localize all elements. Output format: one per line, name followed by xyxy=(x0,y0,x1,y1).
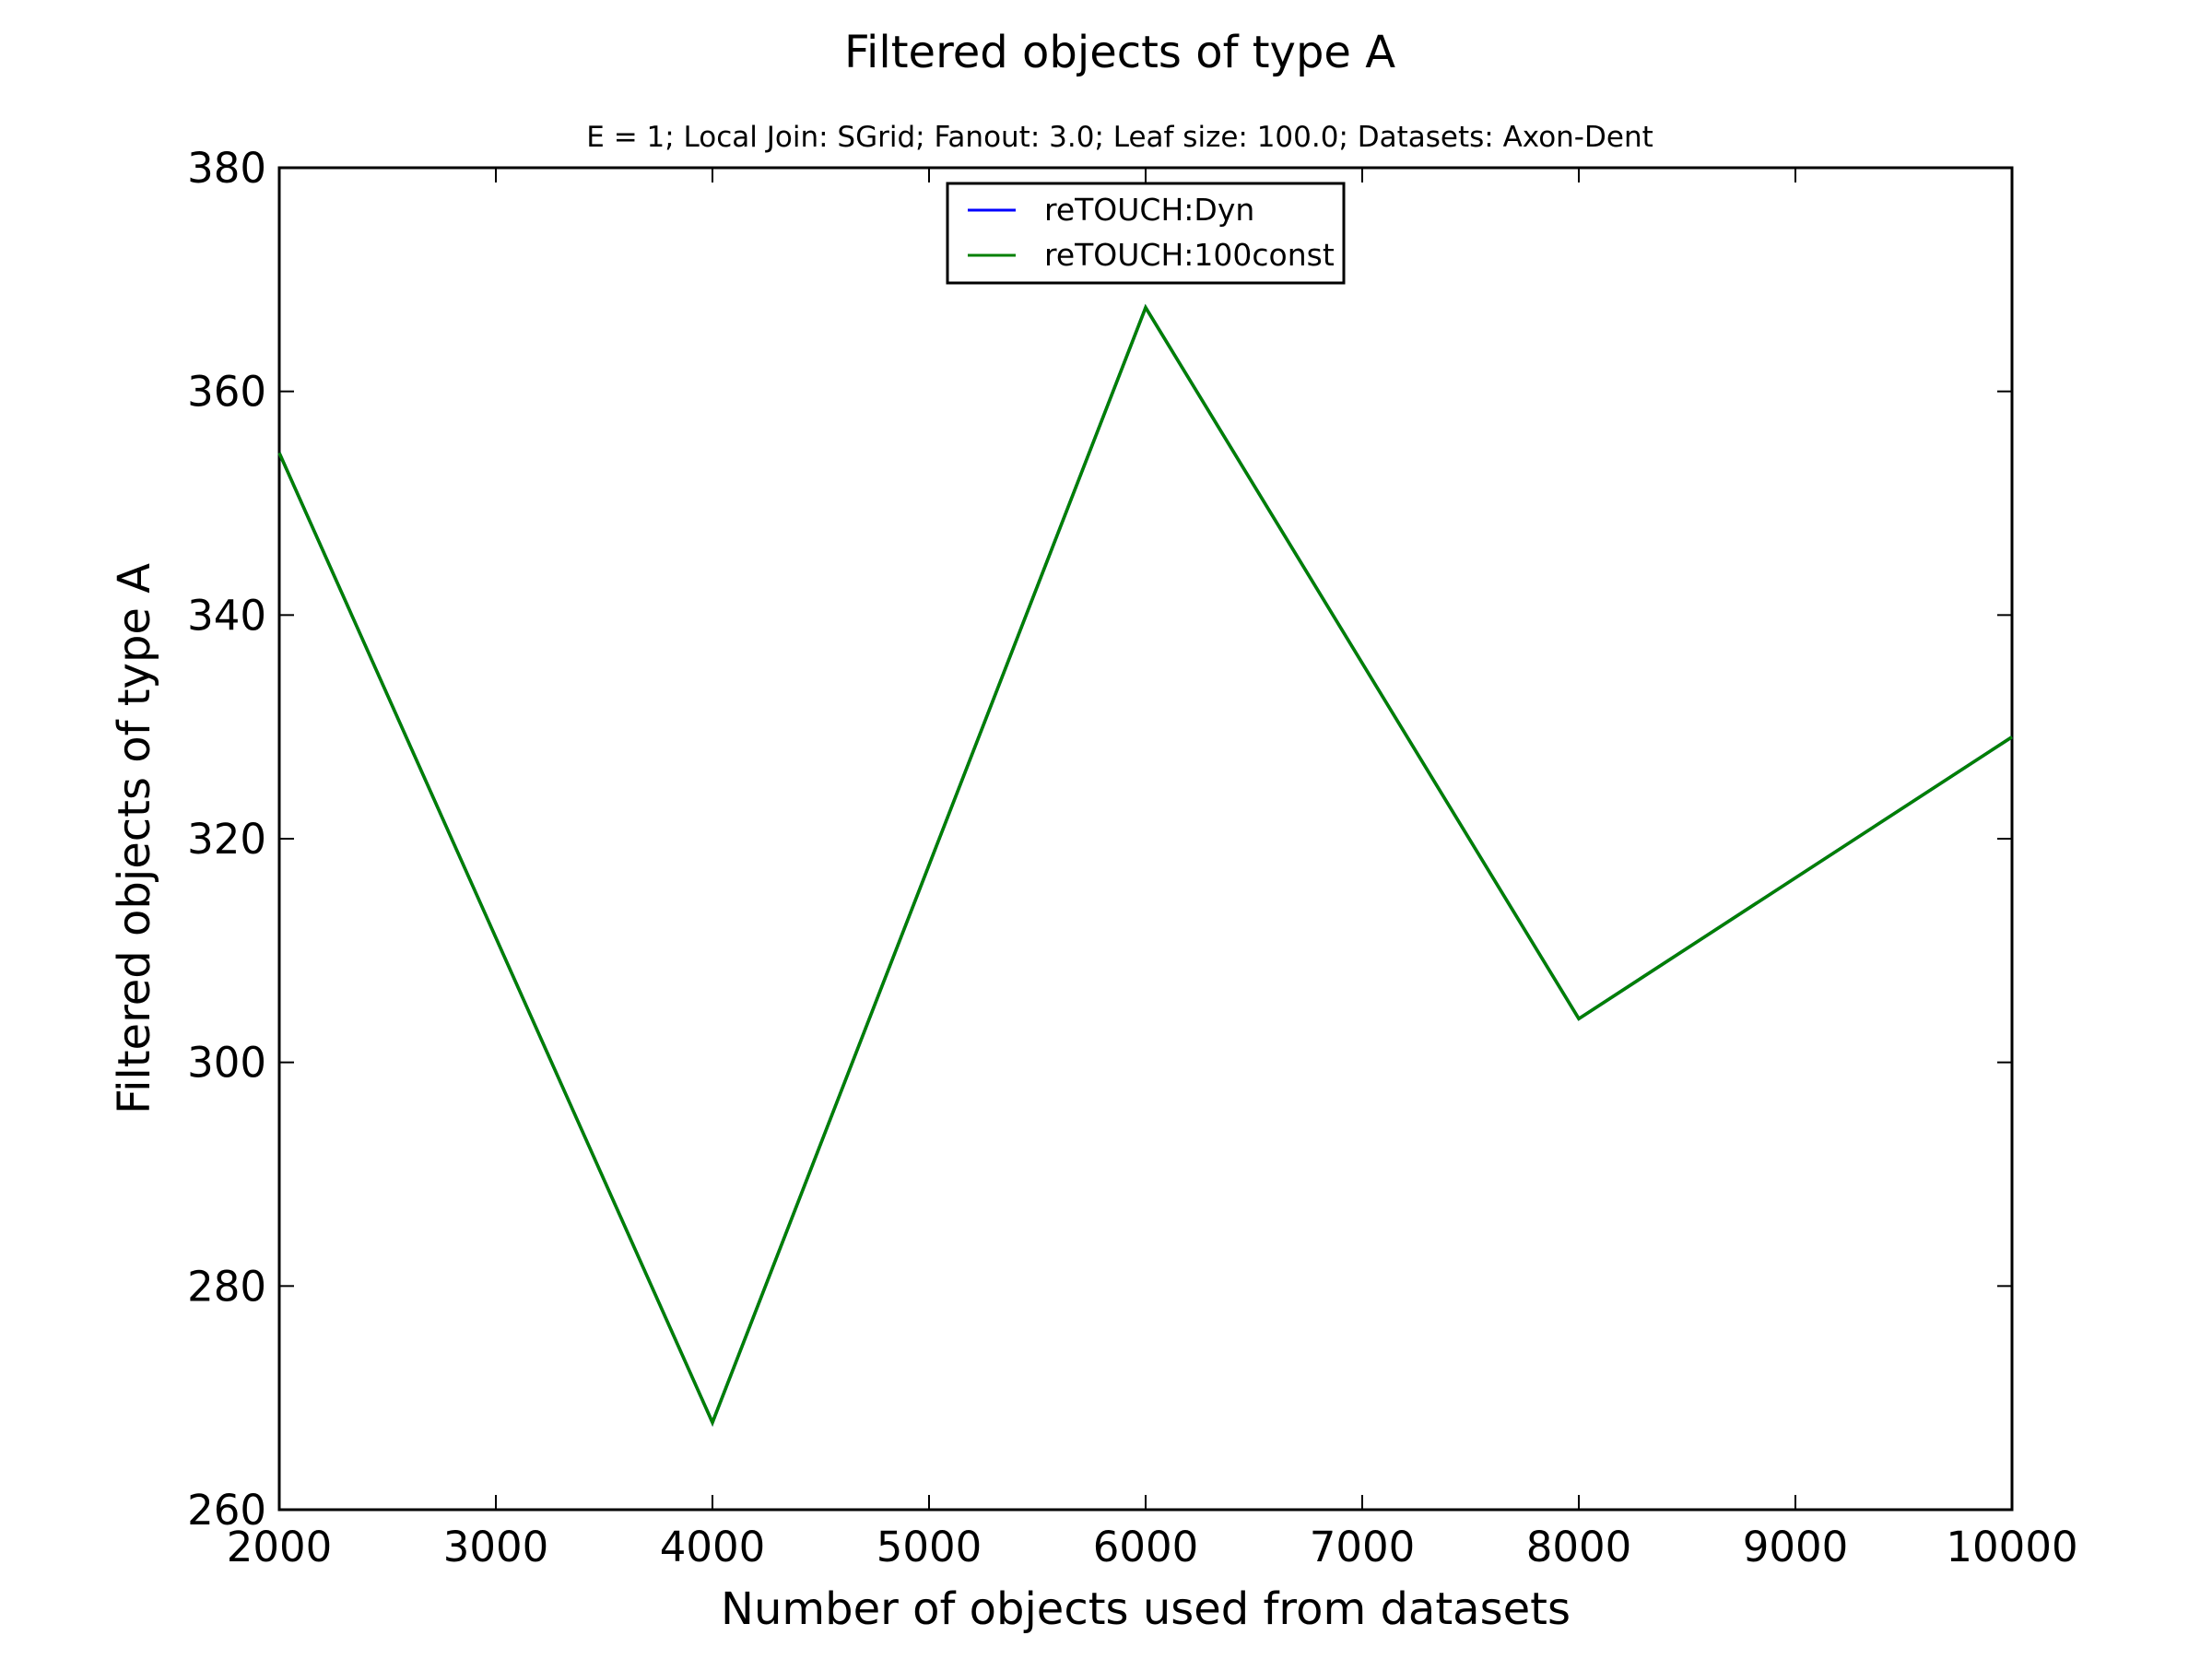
series-line-retouch-100const xyxy=(277,303,2013,1427)
y-tick-label: 260 xyxy=(187,1486,266,1535)
y-tick-label: 360 xyxy=(187,368,266,417)
y-tick-label: 340 xyxy=(187,591,266,640)
legend-frame xyxy=(946,182,1346,285)
y-tick-label: 320 xyxy=(187,815,266,864)
x-tick-label: 7000 xyxy=(1310,1523,1416,1571)
y-tick-label: 380 xyxy=(187,144,266,193)
x-tick-label: 6000 xyxy=(1093,1523,1199,1571)
legend-label-100const: reTOUCH:100const xyxy=(1044,237,1335,273)
legend: reTOUCH:Dyn reTOUCH:100const xyxy=(946,182,1346,285)
chart-title: Filtered objects of type A xyxy=(844,27,1395,78)
x-tick-label: 3000 xyxy=(443,1523,549,1571)
legend-label-dyn: reTOUCH:Dyn xyxy=(1044,192,1254,228)
y-axis-label: Filtered objects of type A xyxy=(109,563,160,1114)
x-tick-label: 4000 xyxy=(660,1523,766,1571)
x-tick-label: 10000 xyxy=(1946,1523,2077,1571)
y-tick-label: 300 xyxy=(187,1039,266,1088)
series-line-retouch-dyn xyxy=(277,303,2013,1427)
x-tick-label: 8000 xyxy=(1526,1523,1632,1571)
x-axis-label: Number of objects used from datasets xyxy=(721,1583,1571,1635)
chart-subtitle: E = 1; Local Join: SGrid; Fanout: 3.0; L… xyxy=(586,121,1653,154)
plot-frame xyxy=(277,166,2014,1512)
x-tick-label: 2000 xyxy=(227,1523,333,1571)
x-tick-label: 5000 xyxy=(877,1523,982,1571)
x-tick-label: 9000 xyxy=(1743,1523,1849,1571)
y-tick-label: 280 xyxy=(187,1262,266,1311)
axis-ticks: 2000 3000 4000 5000 6000 7000 8000 9000 10000 260… xyxy=(187,144,2077,1571)
series-layer xyxy=(277,303,2013,1427)
plot-area xyxy=(277,166,2014,1512)
